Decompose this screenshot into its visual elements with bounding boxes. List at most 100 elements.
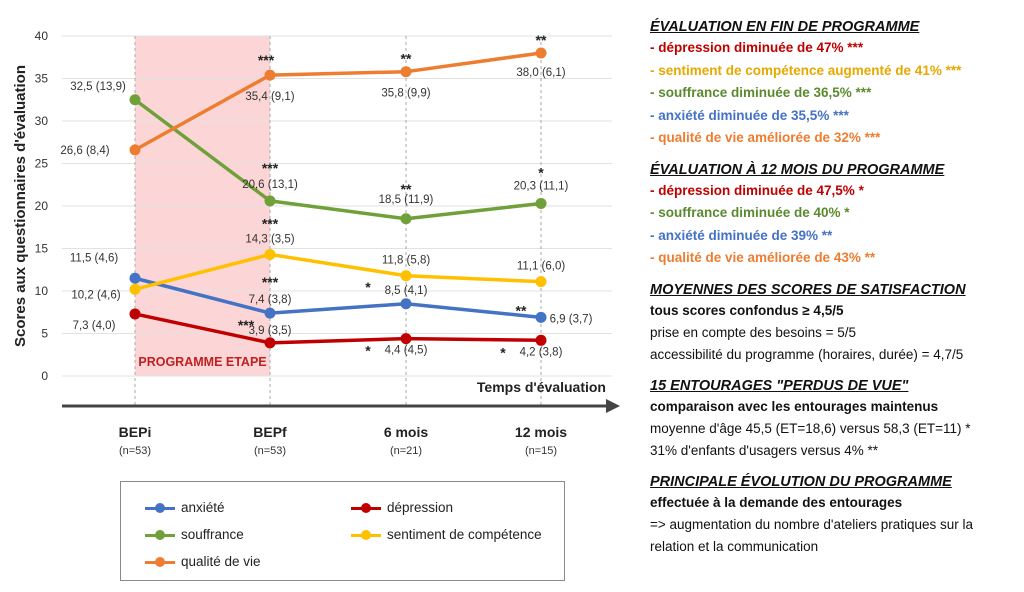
legend-swatch-qualite <box>145 556 175 567</box>
legend-item-competence: sentiment de compétence <box>351 527 542 542</box>
legend-item-souffrance: souffrance <box>145 527 244 542</box>
section-title-satisfaction: MOYENNES DES SCORES DE SATISFACTION <box>650 281 966 298</box>
data-point-competence-3 <box>535 276 547 288</box>
significance-qualite-2: ** <box>401 51 412 67</box>
legend-swatch-competence <box>351 529 381 540</box>
y-tick-label-35: 35 <box>35 72 49 86</box>
x-category-n-1: (n=53) <box>254 445 286 457</box>
legend-item-anxiete: anxiété <box>145 500 225 515</box>
y-tick-label-10: 10 <box>35 284 49 298</box>
significance-depression-1: *** <box>238 317 255 333</box>
end-of-program-item-1: - sentiment de compétence augmenté de 41… <box>650 62 962 78</box>
x-category-label-2: 6 mois <box>384 424 429 440</box>
data-label-anxiete-3: 6,9 (3,7) <box>550 313 593 325</box>
end-of-program-item-4: - qualité de vie améliorée de 32% *** <box>650 130 881 145</box>
end-of-program-item-3: - anxiété diminuée de 35,5% *** <box>650 107 849 123</box>
data-label-qualite-3: 38,0 (6,1) <box>516 67 565 79</box>
data-point-souffrance-3 <box>535 197 547 209</box>
data-label-depression-3: 4,2 (3,8) <box>520 346 563 358</box>
x-category-n-3: (n=15) <box>525 445 557 457</box>
section-twelve-months: ÉVALUATION À 12 MOIS DU PROGRAMME - dépr… <box>650 161 1022 270</box>
data-label-competence-3: 11,1 (6,0) <box>517 261 566 273</box>
data-point-depression-3 <box>535 334 547 346</box>
data-point-anxiete-3 <box>535 311 547 323</box>
significance-depression-2: * <box>365 343 371 359</box>
data-label-depression-2: 4,4 (4,5) <box>385 345 428 357</box>
data-label-competence-1: 14,3 (3,5) <box>245 233 294 245</box>
significance-souffrance-2: ** <box>401 181 412 197</box>
data-point-souffrance-0 <box>129 94 141 106</box>
legend-label-competence: sentiment de compétence <box>387 527 542 542</box>
section-title-evolution: PRINCIPALE ÉVOLUTION DU PROGRAMME <box>650 473 952 490</box>
data-label-competence-2: 11,8 (5,8) <box>382 255 431 267</box>
data-point-competence-2 <box>400 270 412 282</box>
x-category-n-0: (n=53) <box>119 445 151 457</box>
significance-competence-1: *** <box>262 215 279 231</box>
section-lost-to-follow-up: 15 ENTOURAGES "PERDUS DE VUE" comparaiso… <box>650 377 1022 462</box>
data-label-depression-0: 7,3 (4,0) <box>73 320 116 332</box>
lost-comparison: comparaison avec les entourages maintenu… <box>650 398 939 414</box>
end-of-program-list: - dépression diminuée de 47% *** - sentim… <box>650 37 1022 150</box>
data-point-competence-1 <box>264 248 276 260</box>
legend-swatch-souffrance <box>145 529 175 540</box>
y-tick-label-30: 30 <box>35 114 49 128</box>
data-point-souffrance-1 <box>264 195 276 207</box>
data-label-souffrance-3: 20,3 (11,1) <box>514 180 569 192</box>
data-point-qualite-3 <box>535 47 547 59</box>
lost-age: moyenne d'âge 45,5 (ET=18,6) versus 58,3… <box>650 420 971 436</box>
data-point-qualite-2 <box>400 66 412 78</box>
end-of-program-item-0: - dépression diminuée de 47% *** <box>650 40 864 55</box>
x-axis-arrowhead <box>606 399 620 413</box>
legend-item-qualite: qualité de vie <box>145 554 261 569</box>
series-line-souffrance <box>133 98 542 221</box>
significance-depression-3: * <box>500 344 506 360</box>
significance-qualite-3: ** <box>536 32 547 48</box>
evolution-change-1: => augmentation du nombre d'ateliers pra… <box>650 516 974 532</box>
summary-panel: ÉVALUATION EN FIN DE PROGRAMME - dépress… <box>650 18 1022 569</box>
x-axis-title: Temps d'évaluation <box>477 379 606 395</box>
y-axis-title: Scores aux questionnaires d'évaluation <box>12 65 29 347</box>
twelve-months-item-0: - dépression diminuée de 47,5% * <box>650 182 864 198</box>
data-label-qualite-2: 35,8 (9,9) <box>381 88 430 100</box>
section-evolution: PRINCIPALE ÉVOLUTION DU PROGRAMME effect… <box>650 473 1022 558</box>
data-label-souffrance-0: 32,5 (13,9) <box>70 81 126 93</box>
section-title-twelve-months: ÉVALUATION À 12 MOIS DU PROGRAMME <box>650 161 945 178</box>
evolution-change-2: relation et la communication <box>650 538 819 554</box>
data-label-qualite-1: 35,4 (9,1) <box>245 91 294 103</box>
data-point-qualite-1 <box>264 69 276 81</box>
y-tick-label-0: 0 <box>41 369 48 383</box>
series-line-depression <box>134 312 542 345</box>
end-of-program-item-2: - souffrance diminuée de 36,5% *** <box>650 85 872 100</box>
data-point-depression-1 <box>264 337 276 349</box>
significance-souffrance-1: *** <box>262 160 279 176</box>
line-chart: PROGRAMME ETAPE 0 5 10 15 20 25 30 35 40 Scores au… <box>12 29 620 457</box>
data-point-depression-0 <box>129 308 141 320</box>
y-tick-label-5: 5 <box>41 327 48 341</box>
data-point-competence-0 <box>129 283 141 295</box>
satisfaction-accessibility: accessibilité du programme (horaires, du… <box>650 346 964 362</box>
legend-label-qualite: qualité de vie <box>181 554 261 569</box>
legend-swatch-anxiete <box>145 502 175 513</box>
data-label-anxiete-2: 8,5 (4,1) <box>385 285 428 297</box>
y-tick-label-40: 40 <box>35 29 49 43</box>
satisfaction-needs: prise en compte des besoins = 5/5 <box>650 324 857 340</box>
significance-souffrance-3: * <box>538 164 544 180</box>
series-line-competence <box>134 252 542 291</box>
data-label-souffrance-2: 18,5 (11,9) <box>379 194 434 206</box>
legend-label-souffrance: souffrance <box>181 527 244 542</box>
data-label-anxiete-1: 7,4 (3,8) <box>249 294 292 306</box>
x-category-label-1: BEPf <box>253 424 287 440</box>
twelve-months-item-2: - anxiété diminuée de 39% ** <box>650 227 833 243</box>
data-point-anxiete-2 <box>400 298 412 310</box>
y-tick-label-20: 20 <box>35 199 49 213</box>
data-label-depression-1: 3,9 (3,5) <box>249 325 292 337</box>
program-period-label: PROGRAMME ETAPE <box>138 355 266 369</box>
y-tick-label-15: 15 <box>35 242 49 256</box>
satisfaction-overall: tous scores confondus ≥ 4,5/5 <box>650 302 844 318</box>
twelve-months-list: - dépression diminuée de 47,5% * - souffr… <box>650 180 1022 270</box>
x-category-n-2: (n=21) <box>390 445 422 457</box>
data-label-qualite-0: 26,6 (8,4) <box>60 145 109 157</box>
evolution-request: effectuée à la demande des entourages <box>650 494 903 510</box>
legend-item-depression: dépression <box>351 500 453 515</box>
section-title-lost-to-follow-up: 15 ENTOURAGES "PERDUS DE VUE" <box>650 377 909 394</box>
